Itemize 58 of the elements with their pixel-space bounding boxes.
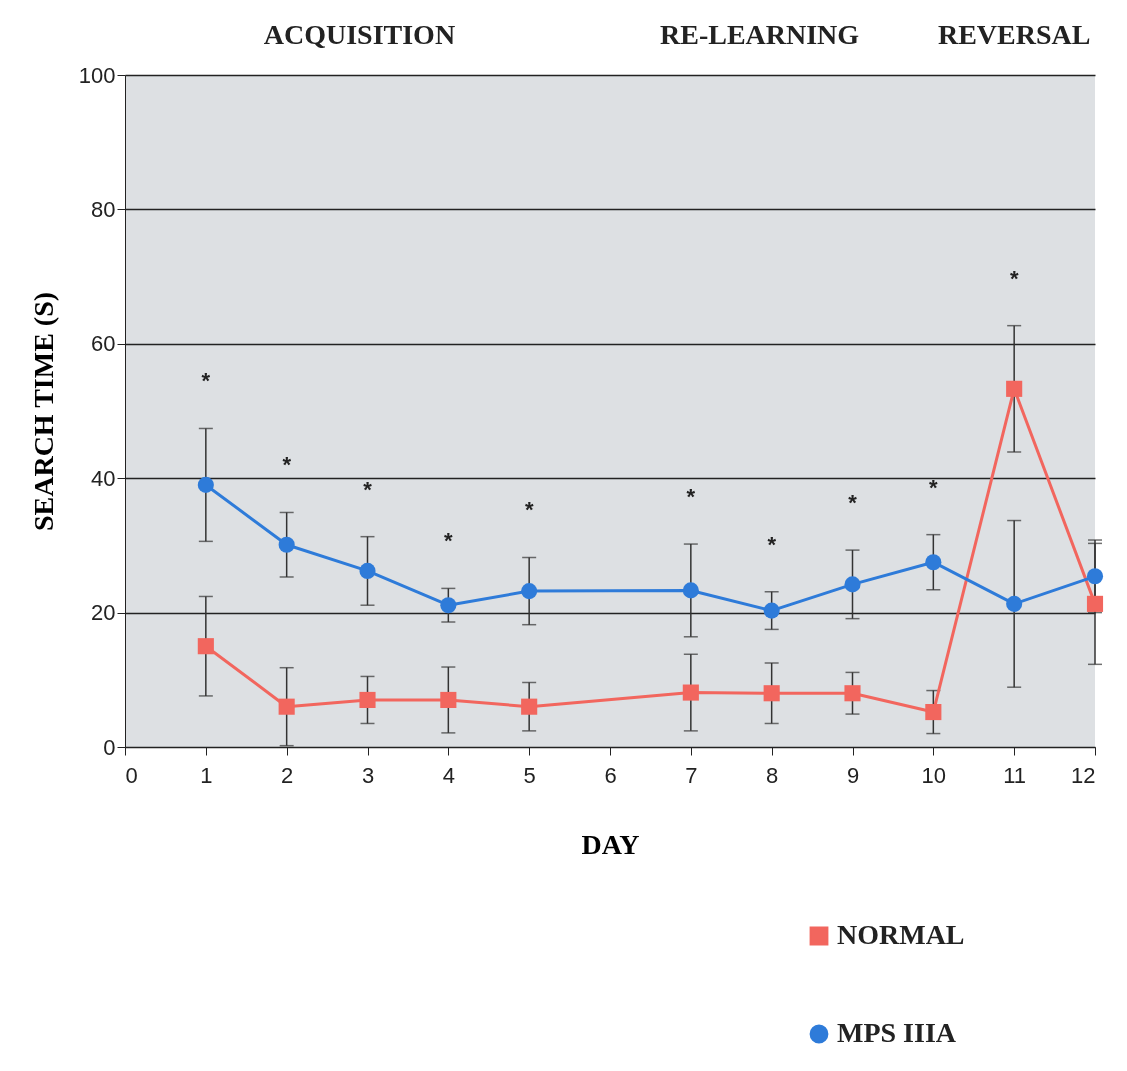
y-tick-label: 80: [91, 196, 116, 222]
annotation: *: [363, 476, 373, 502]
x-tick-label: 2: [281, 762, 294, 788]
point: [1006, 595, 1023, 612]
point: [1086, 595, 1104, 612]
annotation: *: [848, 490, 858, 516]
x-tick-label: 6: [604, 762, 617, 788]
x-tick-label: 7: [685, 762, 698, 788]
x-tick-label: 10: [921, 762, 947, 788]
y-tick-label: 60: [91, 331, 116, 357]
point: [197, 638, 214, 655]
text: RE-LEARNING: [659, 19, 860, 50]
x-tick-label: 3: [361, 762, 375, 788]
annotation: *: [282, 452, 292, 478]
point: [359, 562, 376, 579]
x-tick-label: 1: [200, 762, 213, 788]
legend-label: MPS IIIA: [837, 1017, 957, 1048]
y-tick-label: 20: [91, 600, 116, 626]
annotation: *: [686, 484, 696, 510]
point: [278, 536, 295, 553]
point: [682, 582, 699, 599]
y-tick-label: 100: [78, 62, 116, 88]
point: [682, 684, 699, 701]
point: [925, 703, 942, 721]
annotation: *: [444, 528, 454, 554]
point: [521, 583, 538, 600]
annotation: *: [767, 531, 777, 557]
point: [844, 576, 861, 593]
point: [521, 698, 538, 715]
point: [925, 554, 942, 571]
point: [359, 691, 376, 709]
x-tick-label: 4: [442, 762, 455, 788]
annotation: *: [1009, 265, 1019, 291]
point: [763, 602, 780, 619]
annotation: *: [929, 474, 939, 500]
x-tick-label: 12: [1071, 762, 1096, 788]
y-tick-label: 40: [91, 465, 116, 491]
point: [763, 685, 780, 702]
point: [197, 476, 214, 493]
x-axis-title: DAY: [581, 828, 640, 860]
x-tick-label: 11: [1003, 762, 1027, 788]
annotation: *: [201, 368, 211, 394]
x-tick-label: 5: [523, 762, 536, 788]
point: [1086, 568, 1104, 585]
x-tick-label: 9: [846, 762, 860, 788]
point: [440, 597, 457, 614]
annotation: *: [524, 497, 534, 523]
y-axis-title: SEARCH TIME (S): [27, 291, 59, 532]
point: [844, 685, 861, 702]
legend-label: NORMAL: [837, 919, 965, 950]
text: ACQUISITION: [263, 19, 456, 50]
point: [440, 691, 457, 709]
point: [278, 698, 295, 715]
x-tick-label: 0: [125, 762, 138, 788]
text: REVERSAL: [937, 19, 1091, 50]
x-tick-label: 8: [766, 762, 779, 788]
point: [1006, 380, 1023, 397]
y-tick-label: 0: [103, 734, 116, 760]
